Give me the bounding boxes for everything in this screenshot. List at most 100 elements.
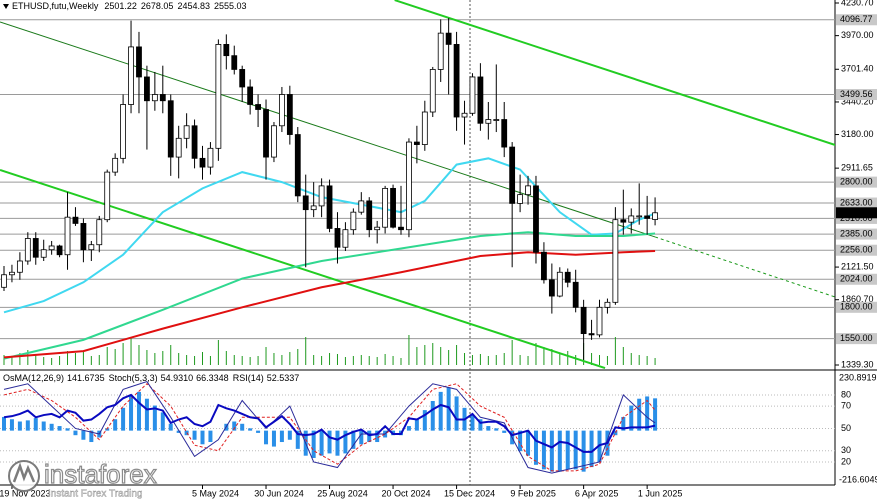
osma-bar bbox=[518, 430, 523, 452]
volume-bar bbox=[392, 356, 394, 365]
candle-body bbox=[167, 100, 174, 158]
volume-bar bbox=[376, 357, 378, 365]
candle-body bbox=[104, 171, 111, 221]
osma-bar bbox=[105, 428, 110, 431]
volume-bar bbox=[51, 358, 53, 365]
candle-body bbox=[509, 146, 516, 204]
osma-bar bbox=[526, 430, 531, 456]
level-label: 2633.00 bbox=[840, 197, 873, 207]
y-tick-label: 2911.65 bbox=[841, 163, 873, 173]
osma-bar bbox=[25, 420, 30, 431]
osma-bar bbox=[144, 398, 149, 431]
volume-bar bbox=[59, 356, 61, 365]
osma-bar bbox=[645, 396, 650, 431]
volume-bar bbox=[98, 355, 100, 365]
volume-bar bbox=[424, 345, 426, 365]
volume-bar bbox=[630, 353, 632, 365]
volume-bar bbox=[543, 347, 545, 365]
volume-bar bbox=[535, 343, 537, 365]
osma-bar bbox=[486, 426, 491, 431]
volume-bar bbox=[305, 337, 307, 365]
volume-bar bbox=[368, 356, 370, 365]
volume-bar bbox=[43, 357, 45, 365]
candle-body bbox=[56, 245, 63, 256]
level-label: 1550.00 bbox=[840, 333, 873, 343]
osc-tick-label: 30 bbox=[841, 445, 851, 455]
x-tick-label: 30 Jun 2024 bbox=[254, 488, 304, 498]
volume-bar bbox=[495, 355, 497, 365]
level-label-box bbox=[836, 228, 877, 240]
osc-tick-label: 70 bbox=[841, 400, 851, 410]
candle-body bbox=[406, 141, 412, 231]
volume-bar bbox=[646, 356, 648, 365]
candle-body bbox=[318, 185, 325, 207]
symbol: ETHUSD,futu,Weekly bbox=[12, 1, 99, 11]
volume-bar bbox=[384, 354, 386, 365]
candle-body bbox=[628, 215, 635, 223]
y-tick-label: 4230.70 bbox=[841, 0, 874, 7]
volume-bar bbox=[209, 356, 211, 365]
x-tick-label: 20 Oct 2024 bbox=[382, 488, 431, 498]
candle-body bbox=[310, 205, 317, 211]
level-label: 1800.00 bbox=[840, 302, 873, 312]
volume-bar bbox=[503, 353, 505, 365]
candle-body bbox=[493, 119, 500, 121]
candle-body bbox=[382, 187, 389, 228]
candle-body bbox=[191, 125, 198, 159]
candle-body bbox=[398, 226, 404, 231]
volume-bar bbox=[344, 357, 346, 365]
candle-body bbox=[9, 271, 15, 276]
level-label: 4096.77 bbox=[840, 14, 873, 24]
volume-bar bbox=[464, 353, 466, 365]
candle-body bbox=[477, 76, 484, 124]
stoch-signal-readout: 66.3348 bbox=[196, 373, 229, 383]
candle-body bbox=[48, 245, 55, 251]
indicator-header: OsMA(12,26,9) 141.6735 Stoch(5,3,3) 54.9310… bbox=[3, 373, 299, 383]
candle-body bbox=[136, 46, 142, 78]
osma-bar bbox=[367, 430, 372, 443]
volume-bar bbox=[35, 355, 37, 365]
candle-body bbox=[437, 32, 444, 70]
close-readout: 2555.03 bbox=[214, 1, 247, 11]
osma-bar bbox=[375, 430, 380, 443]
volume-bar bbox=[146, 350, 148, 365]
volume-bar bbox=[400, 358, 402, 365]
volume-bar bbox=[273, 353, 275, 365]
x-tick-label: 1 Jun 2025 bbox=[638, 488, 683, 498]
volume-bar bbox=[249, 357, 251, 365]
osma-bar bbox=[597, 430, 602, 463]
level-label-box bbox=[836, 176, 877, 188]
candle-body bbox=[636, 215, 643, 218]
candle-body bbox=[255, 104, 261, 110]
osma-bar bbox=[160, 412, 165, 431]
candle-body bbox=[40, 249, 47, 258]
level-label-box bbox=[836, 333, 877, 345]
level-label-box bbox=[836, 14, 877, 26]
logo-mark bbox=[12, 462, 36, 483]
volume-bar bbox=[170, 345, 172, 365]
candle-body bbox=[183, 125, 190, 139]
osma-bar bbox=[57, 426, 62, 431]
volume-bar bbox=[559, 353, 561, 365]
y-tick-label: 3180.00 bbox=[841, 129, 874, 139]
volume-bar bbox=[471, 355, 473, 365]
rsi-readout: 52.5337 bbox=[267, 373, 300, 383]
osma-bar bbox=[17, 421, 22, 431]
volume-bar bbox=[352, 356, 354, 365]
volume-bar bbox=[487, 356, 489, 365]
osma-bar bbox=[208, 430, 213, 443]
volume-bar bbox=[3, 355, 5, 365]
osma-bar bbox=[129, 396, 134, 431]
candle-body bbox=[413, 141, 420, 145]
volume-bar bbox=[599, 355, 600, 365]
osma-bar bbox=[621, 416, 626, 431]
level-label-box bbox=[836, 197, 877, 209]
candle-body bbox=[453, 44, 460, 118]
osma-bar bbox=[438, 391, 443, 431]
osma-bar bbox=[414, 419, 419, 431]
chart-header: ETHUSD,futu,Weekly 2501.22 2678.05 2454.83 2… bbox=[12, 1, 247, 11]
volume-bar bbox=[11, 357, 13, 365]
osma-bar bbox=[589, 430, 594, 468]
volume-bar bbox=[194, 356, 196, 365]
volume-bar bbox=[122, 343, 124, 365]
